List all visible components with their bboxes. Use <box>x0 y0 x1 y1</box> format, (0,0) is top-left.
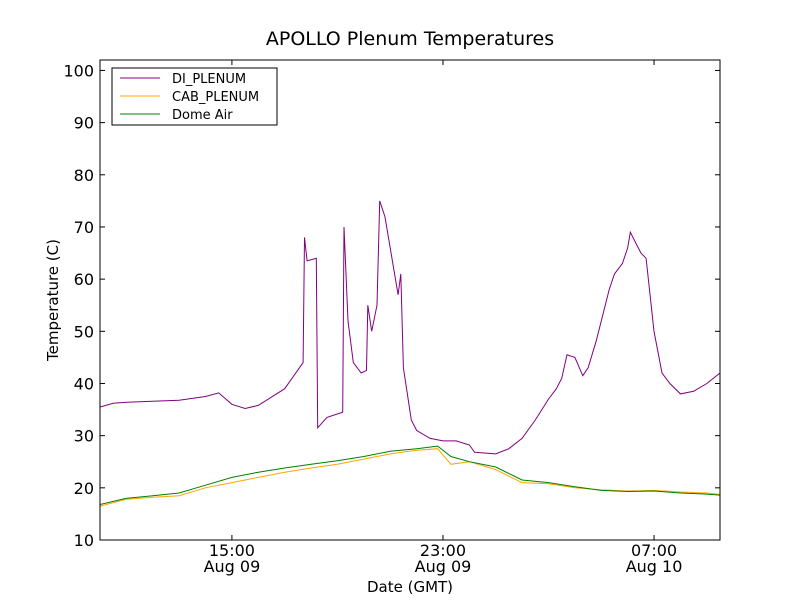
x-axis-label: Date (GMT) <box>367 578 453 596</box>
chart-title: APOLLO Plenum Temperatures <box>266 28 554 50</box>
y-axis-ticks: 10 20 30 40 50 60 70 80 90 100 <box>63 61 720 550</box>
x-tick-label-date: Aug 09 <box>204 557 261 576</box>
x-tick-label-time: 15:00 <box>209 541 255 560</box>
legend: DI_PLENUM CAB_PLENUM Dome Air <box>111 67 278 126</box>
legend-label: CAB_PLENUM <box>172 90 259 105</box>
x-tick-label-date: Aug 10 <box>626 557 683 576</box>
y-tick-label: 80 <box>74 166 94 185</box>
x-tick-label-date: Aug 09 <box>415 557 472 576</box>
y-tick-label: 30 <box>74 427 94 446</box>
legend-label: Dome Air <box>172 108 233 123</box>
y-tick-label: 50 <box>74 322 94 341</box>
series-layer <box>100 200 720 507</box>
y-axis-label: Temperature (C) <box>44 239 62 362</box>
x-tick-label-time: 07:00 <box>631 541 677 560</box>
y-tick-label: 70 <box>74 218 94 237</box>
y-tick-label: 100 <box>63 61 94 80</box>
plot-area-frame <box>99 59 721 541</box>
y-tick-label: 10 <box>74 531 94 550</box>
y-tick-label: 20 <box>74 479 94 498</box>
series-line-0 <box>100 200 720 455</box>
legend-label: DI_PLENUM <box>172 72 246 87</box>
y-tick-label: 60 <box>74 270 94 289</box>
y-tick-label: 40 <box>74 374 94 393</box>
y-tick-label: 90 <box>74 114 94 133</box>
x-tick-label-time: 23:00 <box>420 541 466 560</box>
series-line-2 <box>100 445 720 505</box>
